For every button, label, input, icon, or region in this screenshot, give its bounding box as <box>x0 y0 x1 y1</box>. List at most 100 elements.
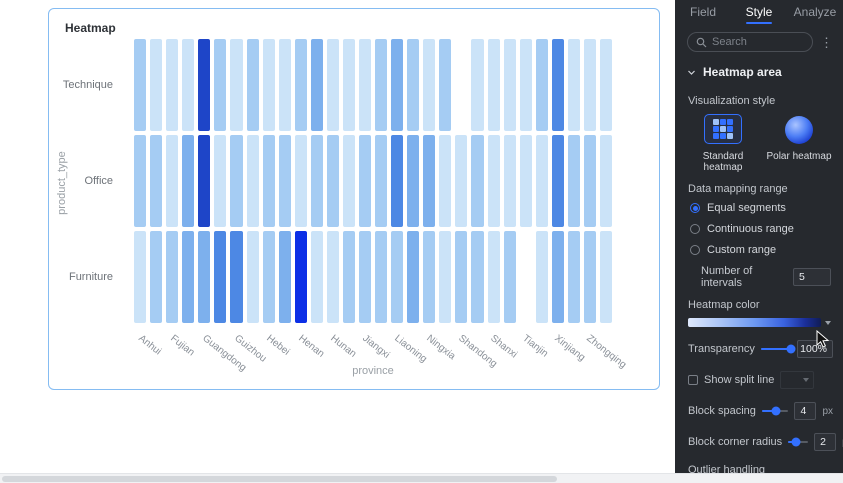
viz-option-polar-heatmap[interactable]: Polar heatmap <box>761 114 837 173</box>
transparency-input[interactable]: 100% <box>797 340 833 358</box>
tab-field[interactable]: Field <box>689 5 716 19</box>
heatmap-bar[interactable] <box>375 231 388 323</box>
heatmap-bar[interactable] <box>134 231 147 323</box>
heatmap-bar[interactable] <box>471 39 484 131</box>
heatmap-bar[interactable] <box>150 39 163 131</box>
viz-option-standard-heatmap[interactable]: Standard heatmap <box>685 114 761 173</box>
heatmap-bar[interactable] <box>326 39 339 131</box>
heatmap-bar[interactable] <box>310 135 323 227</box>
heatmap-cell-hunan[interactable] <box>326 231 355 323</box>
heatmap-cell-liaoning[interactable] <box>391 135 420 227</box>
heatmap-bar[interactable] <box>358 39 372 131</box>
caret-down-icon[interactable] <box>825 320 831 325</box>
heatmap-bar[interactable] <box>214 231 227 323</box>
heatmap-cell-tianjin[interactable] <box>520 231 548 323</box>
heatmap-cell-fujian[interactable] <box>166 231 195 323</box>
heatmap-bar[interactable] <box>246 231 259 323</box>
heatmap-cell-henan[interactable] <box>294 39 323 131</box>
heatmap-cell-hunan[interactable] <box>326 135 355 227</box>
heatmap-cell-fujian[interactable] <box>166 135 195 227</box>
heatmap-bar[interactable] <box>358 231 372 323</box>
heatmap-bar[interactable] <box>391 231 404 323</box>
heatmap-bar[interactable] <box>551 135 564 227</box>
heatmap-cell-hunan[interactable] <box>326 39 355 131</box>
show-split-line-checkbox[interactable] <box>688 375 698 385</box>
heatmap-bar[interactable] <box>391 39 404 131</box>
heatmap-bar[interactable] <box>375 135 388 227</box>
scrollbar-thumb[interactable] <box>2 476 557 482</box>
heatmap-bar[interactable] <box>567 39 580 131</box>
heatmap-cell-shanxi[interactable] <box>487 135 516 227</box>
heatmap-bar[interactable] <box>583 39 597 131</box>
heatmap-bar[interactable] <box>471 231 484 323</box>
heatmap-bar[interactable] <box>471 135 484 227</box>
tab-style[interactable]: Style <box>731 3 787 24</box>
heatmap-bar[interactable] <box>214 135 227 227</box>
heatmap-cell-shandong[interactable] <box>455 231 484 323</box>
heatmap-bar[interactable] <box>278 39 291 131</box>
heatmap-cell-anhui[interactable] <box>134 135 163 227</box>
block-corner-radius-input[interactable]: 2 <box>814 433 837 451</box>
heatmap-bar[interactable] <box>246 39 259 131</box>
heatmap-cell-guizhou[interactable] <box>230 231 259 323</box>
heatmap-bar[interactable] <box>182 39 195 131</box>
heatmap-bar[interactable] <box>326 231 339 323</box>
heatmap-bar[interactable] <box>407 39 420 131</box>
heatmap-bar[interactable] <box>600 135 613 227</box>
heatmap-bar[interactable] <box>519 135 532 227</box>
heatmap-cell-guizhou[interactable] <box>230 39 259 131</box>
heatmap-cell-hebei[interactable] <box>262 39 291 131</box>
heatmap-bar[interactable] <box>230 39 243 131</box>
heatmap-cell-zhongqing[interactable] <box>583 135 613 227</box>
heatmap-bar[interactable] <box>182 135 195 227</box>
heatmap-bar[interactable] <box>535 39 548 131</box>
heatmap-cell-ningxia[interactable] <box>423 39 452 131</box>
heatmap-cell-hebei[interactable] <box>262 135 291 227</box>
heatmap-bar[interactable] <box>407 135 420 227</box>
heatmap-bar[interactable] <box>310 39 323 131</box>
search-input[interactable] <box>712 36 804 48</box>
heatmap-bar[interactable] <box>487 231 500 323</box>
block-spacing-slider[interactable] <box>761 406 789 416</box>
heatmap-bar[interactable] <box>487 135 500 227</box>
block-corner-radius-slider[interactable] <box>788 437 809 447</box>
heatmap-cell-guangdong[interactable] <box>198 135 227 227</box>
heatmap-cell-jiangxi[interactable] <box>358 135 388 227</box>
heatmap-bar[interactable] <box>262 135 275 227</box>
heatmap-bar[interactable] <box>535 135 548 227</box>
heatmap-bar[interactable] <box>262 39 275 131</box>
number-of-intervals-input[interactable]: 5 <box>793 268 831 286</box>
heatmap-bar[interactable] <box>600 231 613 323</box>
heatmap-cell-henan[interactable] <box>294 231 323 323</box>
heatmap-cell-zhongqing[interactable] <box>583 231 613 323</box>
heatmap-bar[interactable] <box>278 231 291 323</box>
heatmap-cell-anhui[interactable] <box>134 231 163 323</box>
radio-equal-segments[interactable]: Equal segments <box>690 202 831 214</box>
heatmap-cell-henan[interactable] <box>294 135 323 227</box>
heatmap-bar[interactable] <box>567 231 580 323</box>
heatmap-cell-guizhou[interactable] <box>230 135 259 227</box>
heatmap-bar[interactable] <box>583 135 597 227</box>
heatmap-bar[interactable] <box>182 231 195 323</box>
heatmap-cell-ningxia[interactable] <box>423 135 452 227</box>
heatmap-cell-fujian[interactable] <box>166 39 195 131</box>
heatmap-bar[interactable] <box>503 135 516 227</box>
heatmap-bar[interactable] <box>166 39 179 131</box>
chart-card[interactable]: Heatmap product_type Technique Office Furn… <box>48 8 660 390</box>
heatmap-bar[interactable] <box>166 231 179 323</box>
heatmap-cell-tianjin[interactable] <box>519 39 548 131</box>
heatmap-bar[interactable] <box>134 135 147 227</box>
heatmap-bar[interactable] <box>423 135 436 227</box>
heatmap-bar[interactable] <box>198 231 211 323</box>
horizontal-scrollbar[interactable] <box>0 473 843 483</box>
heatmap-cell-jiangxi[interactable] <box>358 39 388 131</box>
heatmap-bar[interactable] <box>600 39 613 131</box>
heatmap-bar[interactable] <box>342 39 355 131</box>
heatmap-bar[interactable] <box>455 231 468 323</box>
slider-knob[interactable] <box>791 437 801 447</box>
heatmap-bar[interactable] <box>423 39 436 131</box>
transparency-slider[interactable] <box>760 344 796 354</box>
heatmap-bar[interactable] <box>342 135 355 227</box>
heatmap-bar[interactable] <box>294 231 307 323</box>
heatmap-bar[interactable] <box>294 135 307 227</box>
